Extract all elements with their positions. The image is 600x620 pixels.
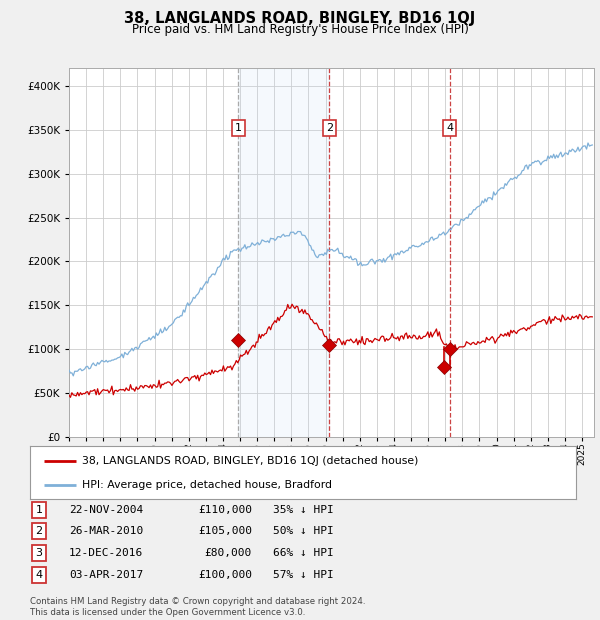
Text: 1: 1	[235, 123, 242, 133]
Text: 26-MAR-2010: 26-MAR-2010	[69, 526, 143, 536]
Text: £110,000: £110,000	[198, 505, 252, 515]
Bar	[238, 68, 329, 437]
Text: 03-APR-2017: 03-APR-2017	[69, 570, 143, 580]
Text: £100,000: £100,000	[198, 570, 252, 580]
Text: Price paid vs. HM Land Registry's House Price Index (HPI): Price paid vs. HM Land Registry's House …	[131, 23, 469, 36]
Text: 38, LANGLANDS ROAD, BINGLEY, BD16 1QJ (detached house): 38, LANGLANDS ROAD, BINGLEY, BD16 1QJ (d…	[82, 456, 418, 466]
Text: 1: 1	[35, 505, 43, 515]
Text: 38, LANGLANDS ROAD, BINGLEY, BD16 1QJ: 38, LANGLANDS ROAD, BINGLEY, BD16 1QJ	[124, 11, 476, 25]
Text: 4: 4	[446, 123, 453, 133]
Text: 66% ↓ HPI: 66% ↓ HPI	[273, 548, 334, 558]
Text: 57% ↓ HPI: 57% ↓ HPI	[273, 570, 334, 580]
Text: 22-NOV-2004: 22-NOV-2004	[69, 505, 143, 515]
Text: £105,000: £105,000	[198, 526, 252, 536]
Text: HPI: Average price, detached house, Bradford: HPI: Average price, detached house, Brad…	[82, 480, 332, 490]
Text: 35% ↓ HPI: 35% ↓ HPI	[273, 505, 334, 515]
Text: 3: 3	[35, 548, 43, 558]
Text: 2: 2	[35, 526, 43, 536]
Text: 2: 2	[326, 123, 333, 133]
Text: 4: 4	[35, 570, 43, 580]
Text: Contains HM Land Registry data © Crown copyright and database right 2024.
This d: Contains HM Land Registry data © Crown c…	[30, 598, 365, 617]
Text: 12-DEC-2016: 12-DEC-2016	[69, 548, 143, 558]
Text: £80,000: £80,000	[205, 548, 252, 558]
Text: 50% ↓ HPI: 50% ↓ HPI	[273, 526, 334, 536]
